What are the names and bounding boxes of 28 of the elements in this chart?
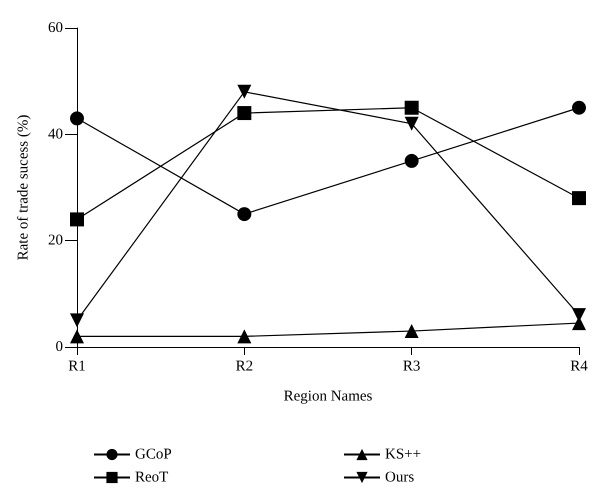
x-tick-label: R1 xyxy=(68,358,86,374)
legend-label: ReoT xyxy=(135,470,168,486)
point xyxy=(237,329,252,344)
legend-label: KS++ xyxy=(385,446,422,462)
y-tick-label: 60 xyxy=(48,20,63,36)
point xyxy=(70,111,84,126)
y-tick-label: 20 xyxy=(48,232,63,249)
point xyxy=(237,106,252,120)
point xyxy=(572,100,586,115)
point xyxy=(70,313,84,328)
point xyxy=(237,84,252,99)
y-axis-title: Rate of trade sucess (%) xyxy=(16,114,32,260)
point xyxy=(404,100,419,115)
point xyxy=(70,212,84,226)
point xyxy=(404,154,419,168)
point xyxy=(572,191,586,206)
legend-label: GCoP xyxy=(135,446,172,462)
x-tick-label: R3 xyxy=(402,358,420,374)
point xyxy=(404,116,419,131)
x-tick-label: R4 xyxy=(570,358,588,374)
legend-label: Ours xyxy=(385,470,414,486)
y-tick-label: 40 xyxy=(48,126,63,142)
point xyxy=(70,329,84,344)
x-tick-label: R2 xyxy=(236,358,254,374)
point xyxy=(237,207,252,222)
point xyxy=(404,324,419,338)
y-tick-label: 0 xyxy=(56,339,63,355)
x-axis-title: Region Names xyxy=(284,388,373,404)
